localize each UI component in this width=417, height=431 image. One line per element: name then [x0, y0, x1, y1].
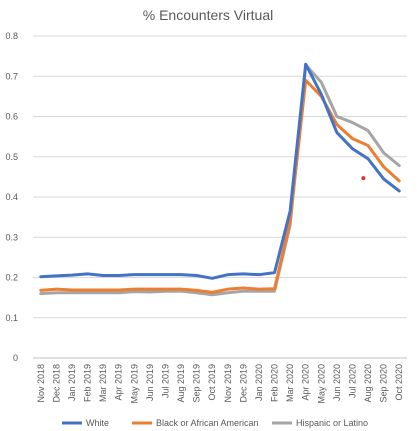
x-tick-label: Feb 2020 [270, 364, 280, 402]
x-tick-label: Jan 2019 [67, 364, 77, 401]
x-tick-label: Oct 2020 [394, 364, 404, 401]
x-tick-label: Dec 2019 [238, 364, 248, 403]
x-tick-label: Oct 2019 [207, 364, 217, 401]
y-tick-label: 0 [13, 353, 18, 363]
x-tick-label: Mar 2019 [98, 364, 108, 402]
x-tick-label: Sep 2019 [192, 364, 202, 403]
x-tick-label: Jul 2019 [160, 364, 170, 398]
annotation-layer [361, 176, 366, 181]
series-layer [39, 62, 401, 297]
y-tick-label: 0.8 [5, 31, 18, 41]
x-tick-label: Nov 2019 [223, 364, 233, 403]
annotation-point [361, 176, 366, 181]
x-axis: Nov 2018 Dec 2018 Jan 2019 Feb 2019 Mar 2019… [33, 357, 407, 404]
x-tick-label: Apr 2020 [301, 364, 311, 401]
series-line-hispanic-or-latino [39, 63, 401, 297]
y-tick-label: 0.1 [5, 313, 18, 323]
y-tick-label: 0.7 [5, 71, 18, 81]
grid-layer [33, 35, 407, 319]
x-tick-label: Dec 2018 [51, 364, 61, 403]
x-tick-label: May 2020 [316, 364, 326, 404]
y-tick-label: 0.4 [5, 192, 18, 202]
y-axis: 0 0.1 0.2 0.3 0.4 0.5 0.6 0.7 0.8 [5, 31, 18, 363]
x-tick-label: Jun 2020 [332, 364, 342, 401]
y-tick-label: 0.5 [5, 152, 18, 162]
legend-label: White [86, 418, 109, 428]
y-tick-label: 0.3 [5, 232, 18, 242]
legend: White Black or African American Hispanic o… [62, 418, 368, 428]
series-line-white [39, 62, 401, 280]
y-tick-label: 0.2 [5, 273, 18, 283]
x-tick-label: Jan 2020 [254, 364, 264, 401]
chart-title: % Encounters Virtual [143, 7, 273, 23]
x-tick-label: Mar 2020 [285, 364, 295, 402]
x-tick-label: Apr 2019 [114, 364, 124, 401]
x-tick-label: Aug 2020 [363, 364, 373, 403]
x-tick-label: May 2019 [129, 364, 139, 404]
x-tick-label: Jun 2019 [145, 364, 155, 401]
y-tick-label: 0.6 [5, 112, 18, 122]
legend-label: Black or African American [156, 418, 259, 428]
x-tick-label: Jul 2020 [347, 364, 357, 398]
x-tick-label: Aug 2019 [176, 364, 186, 403]
x-tick-label: Feb 2019 [83, 364, 93, 402]
x-tick-label: Sep 2020 [379, 364, 389, 403]
legend-label: Hispanic or Latino [296, 418, 368, 428]
series-line-black-or-african-american [39, 78, 401, 294]
x-tick-label: Nov 2018 [36, 364, 46, 403]
